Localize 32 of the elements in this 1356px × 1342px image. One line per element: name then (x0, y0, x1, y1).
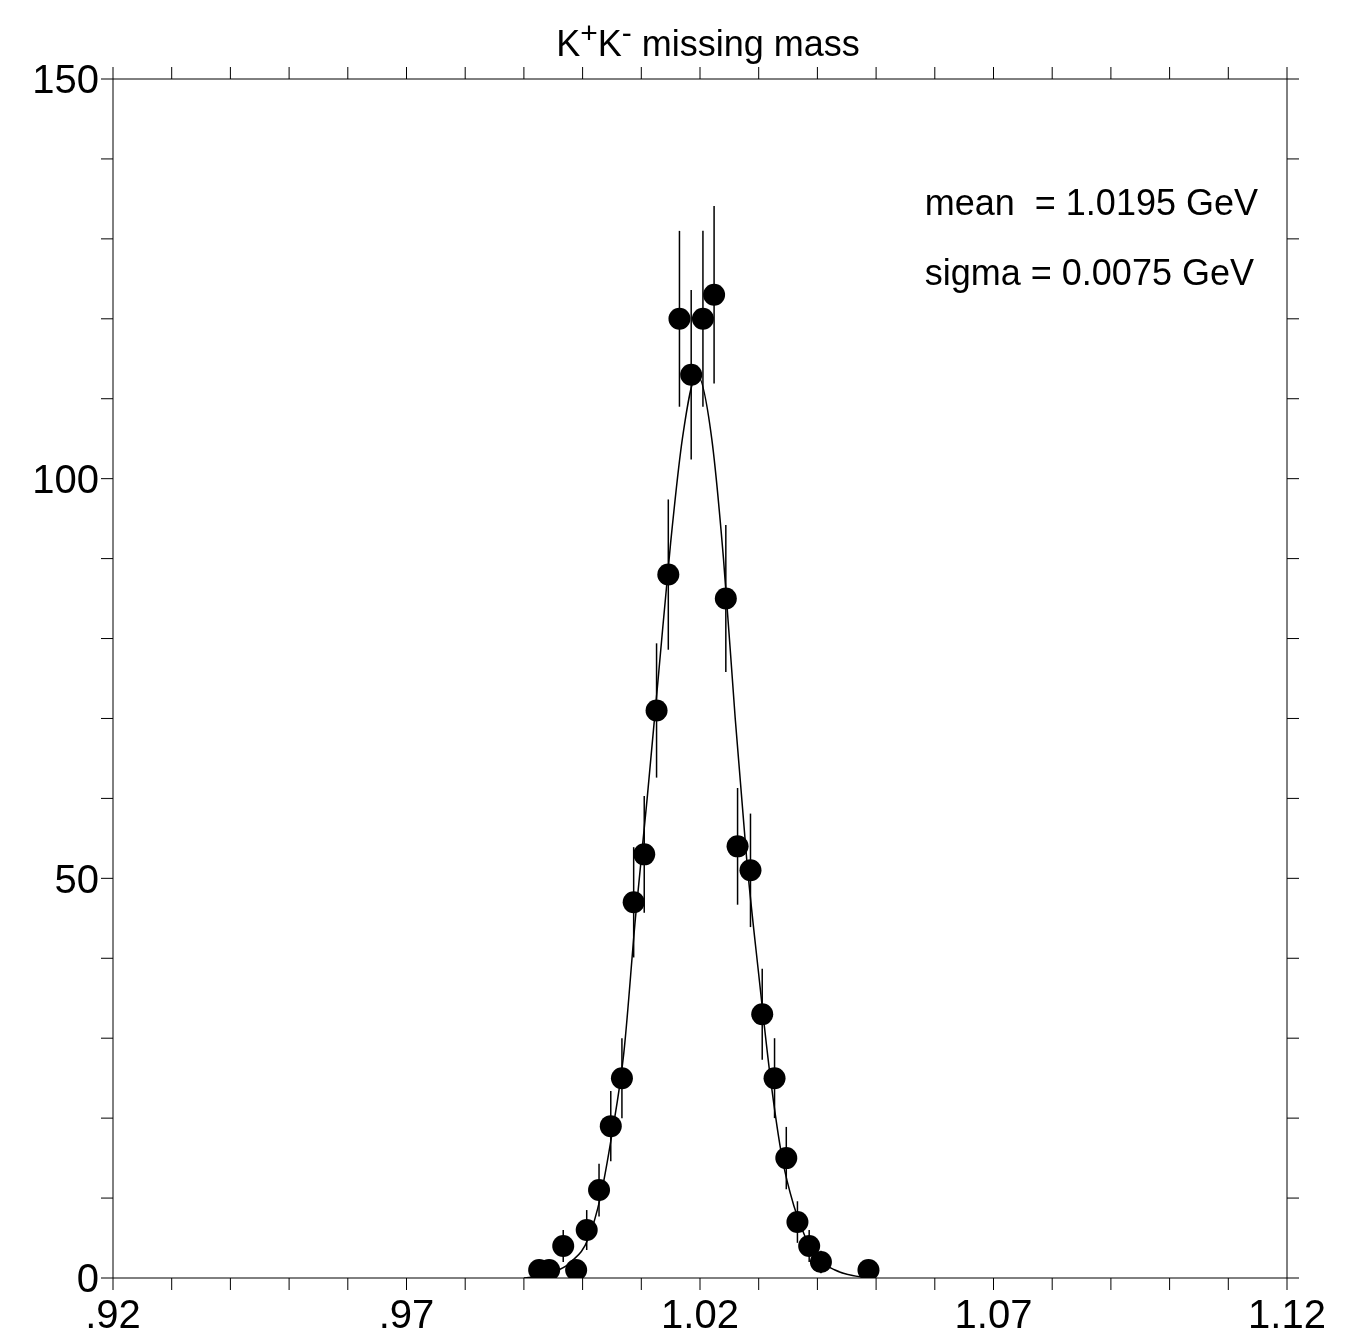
point (668, 307, 691, 330)
point (552, 1235, 575, 1258)
x-tick-label: 1.02 (661, 1292, 739, 1337)
point (610, 1067, 633, 1090)
point (633, 843, 656, 866)
point (751, 1003, 774, 1026)
point (680, 363, 703, 386)
y-tick-label: 150 (32, 57, 99, 102)
chart-title: K$^{+}$K$^{-}$ missing mass (555, 15, 861, 64)
point (575, 1219, 598, 1242)
point (809, 1251, 832, 1274)
point (775, 1147, 798, 1170)
point (726, 835, 749, 858)
point (763, 1067, 786, 1090)
y-tick-label: 100 (32, 456, 99, 501)
point (645, 699, 668, 722)
point (657, 563, 680, 586)
x-tick-label: 1.07 (954, 1292, 1033, 1337)
annotation: mean = 1.0195 GeV (924, 181, 1258, 225)
point (714, 587, 737, 610)
annotation: sigma = 0.0075 GeV (924, 251, 1255, 295)
point (691, 307, 714, 330)
point (786, 1211, 809, 1234)
point (703, 283, 726, 306)
point (622, 891, 645, 914)
x-tick-label: 1.12 (1248, 1292, 1326, 1337)
point (599, 1115, 622, 1138)
point (739, 859, 762, 882)
point (798, 1235, 821, 1258)
point (588, 1179, 611, 1202)
x-tick-label: .97 (378, 1292, 435, 1337)
y-tick-label: 50 (54, 856, 99, 901)
